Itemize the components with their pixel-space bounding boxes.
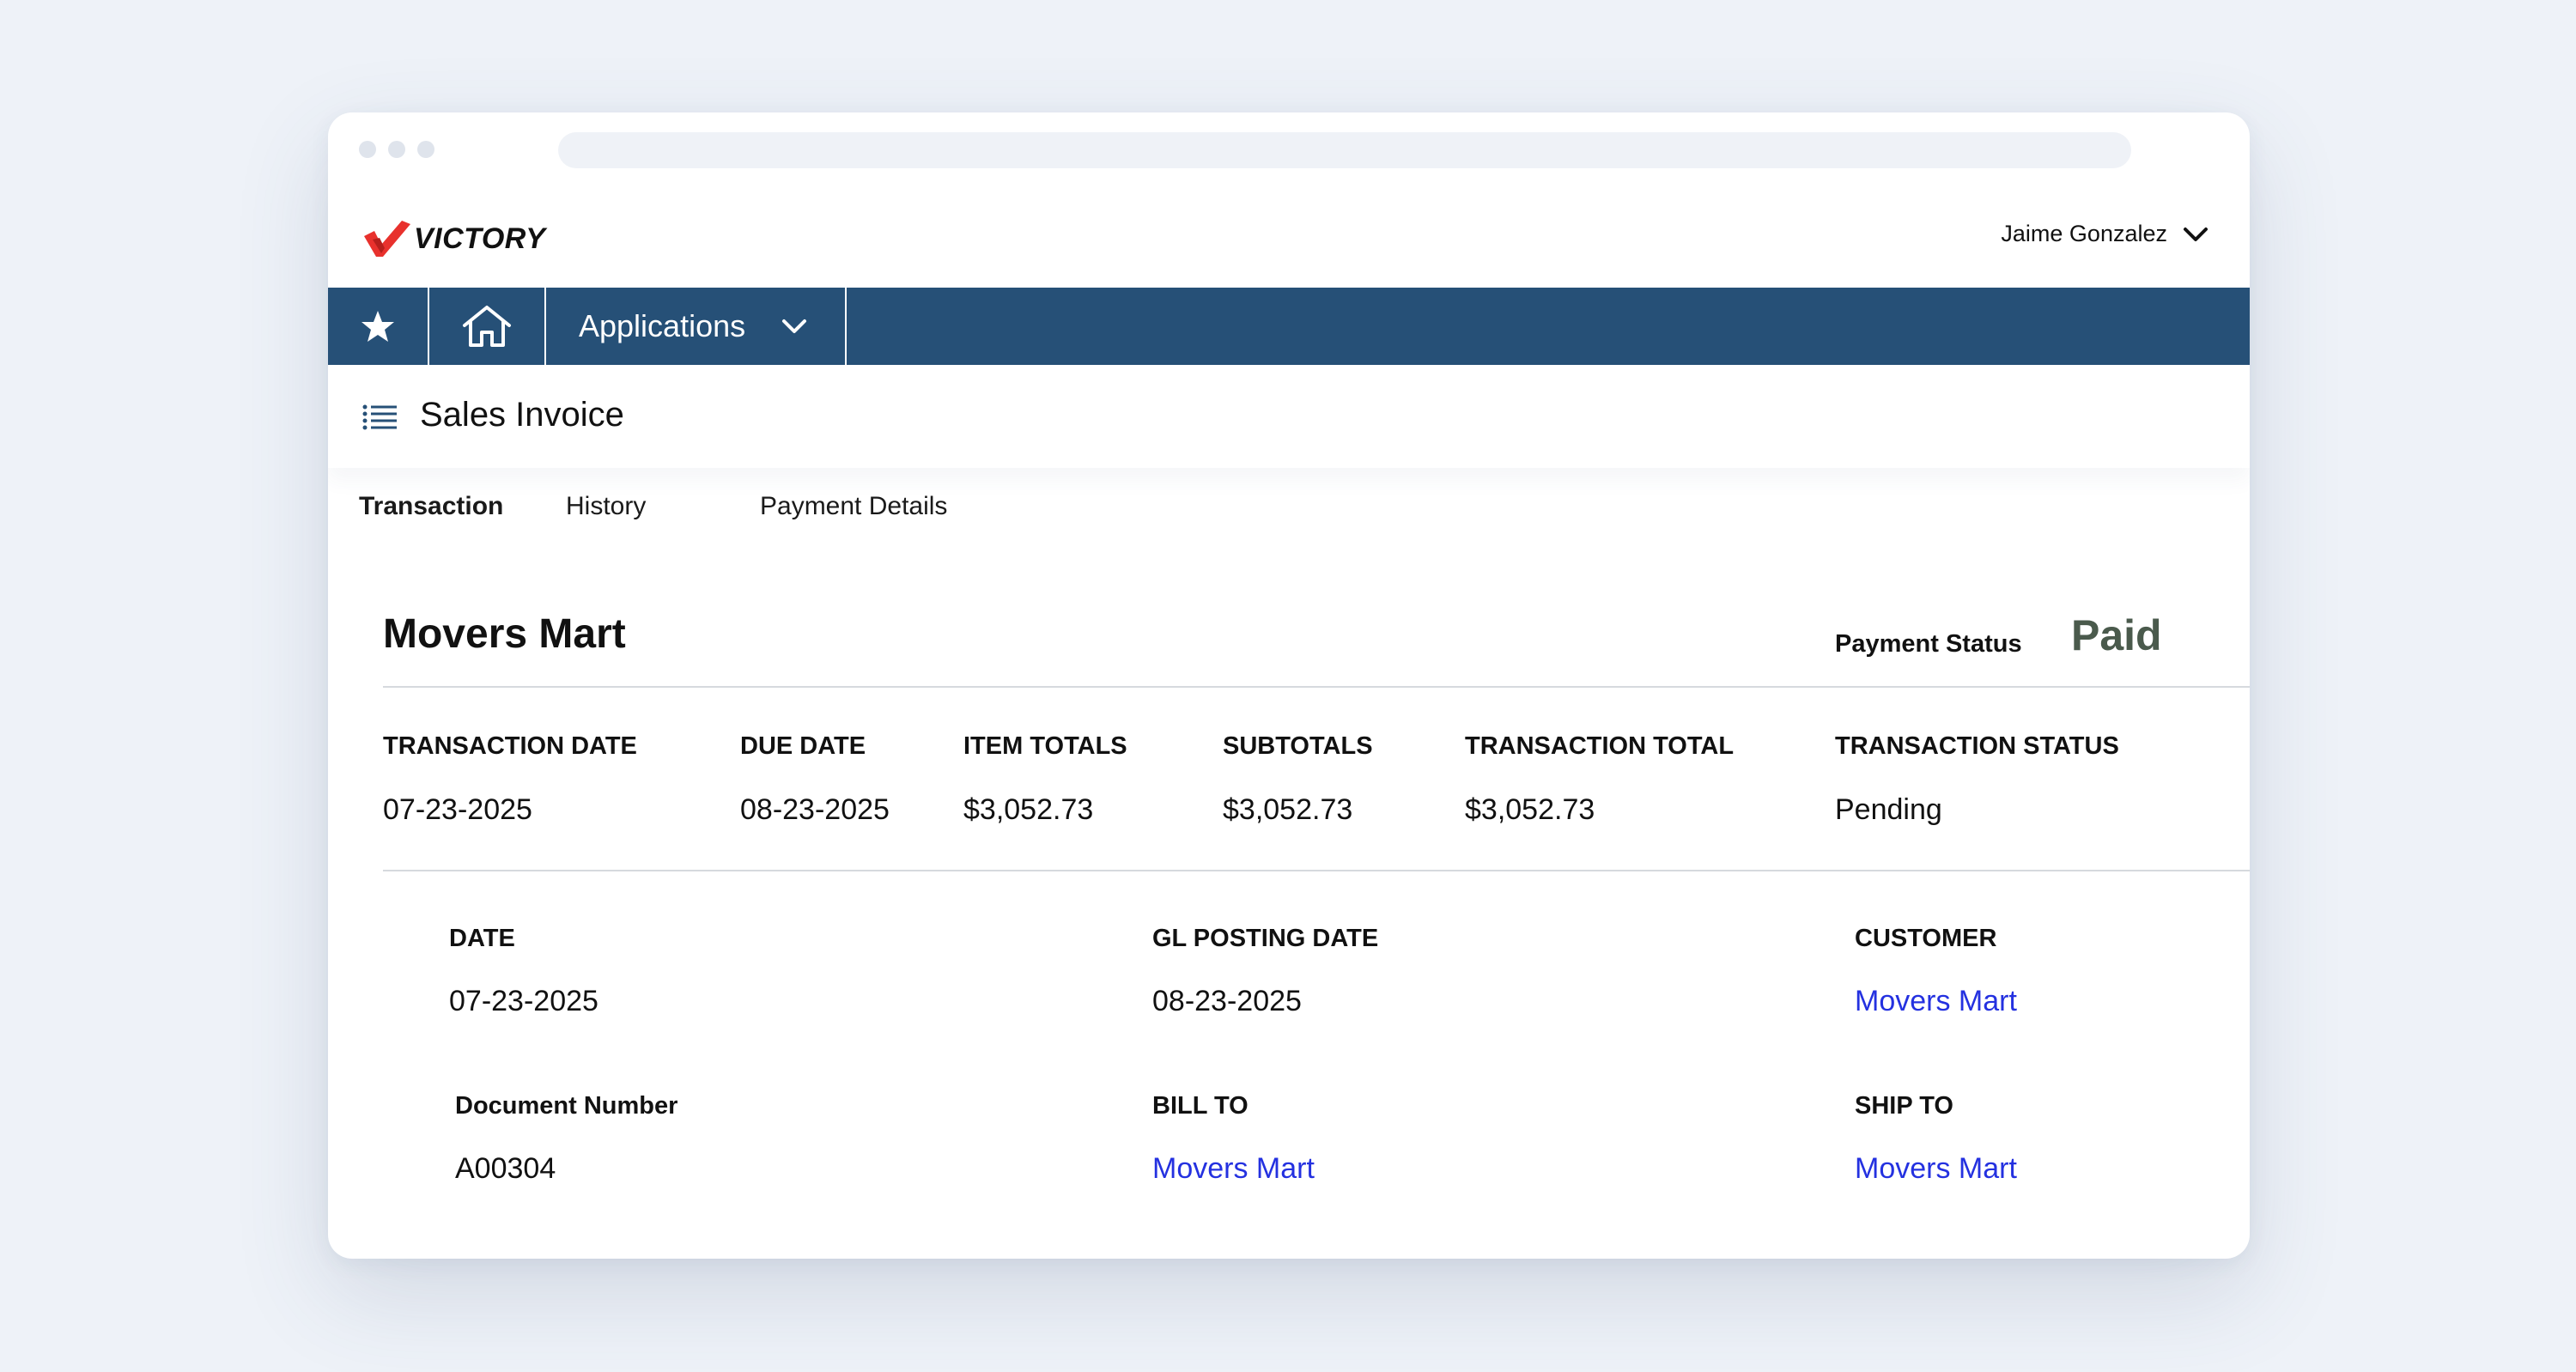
- divider: [383, 870, 2250, 871]
- ship-to-link[interactable]: Movers Mart: [1855, 1152, 2017, 1185]
- address-bar[interactable]: [558, 132, 2131, 168]
- user-menu[interactable]: Jaime Gonzalez: [2001, 221, 2208, 247]
- tab-transaction[interactable]: Transaction: [359, 492, 504, 520]
- home-button[interactable]: [429, 288, 546, 365]
- subtotals-label: SUBTOTALS: [1223, 732, 1373, 760]
- gl-posting-date-label: GL POSTING DATE: [1152, 925, 1379, 952]
- divider: [383, 686, 2250, 688]
- window-dot-minimize[interactable]: [388, 141, 405, 158]
- tab-history[interactable]: History: [566, 492, 647, 520]
- checkmark-logo-icon: [364, 221, 410, 257]
- gl-posting-date-value: 08-23-2025: [1152, 985, 1302, 1017]
- applications-label: Applications: [579, 308, 746, 343]
- transaction-status-value: Pending: [1835, 793, 1942, 826]
- customer-label: CUSTOMER: [1855, 925, 1997, 952]
- page-title: Sales Invoice: [420, 396, 624, 434]
- bill-to-link[interactable]: Movers Mart: [1152, 1152, 1315, 1185]
- chevron-down-icon: [782, 319, 807, 333]
- applications-menu[interactable]: Applications: [546, 288, 847, 365]
- date-value: 07-23-2025: [449, 985, 598, 1017]
- user-name: Jaime Gonzalez: [2001, 221, 2167, 246]
- transaction-date-label: TRANSACTION DATE: [383, 732, 637, 760]
- page-title-row: Sales Invoice: [328, 365, 2250, 468]
- victory-logo[interactable]: VICTORY: [362, 219, 545, 258]
- document-number-label: Document Number: [455, 1092, 678, 1120]
- browser-window: VICTORY Jaime Gonzalez: [328, 112, 2250, 1259]
- due-date-label: DUE DATE: [740, 732, 866, 760]
- app-header: VICTORY Jaime Gonzalez: [328, 186, 2250, 434]
- payment-status-label: Payment Status: [1835, 630, 2022, 658]
- chevron-down-icon: [2184, 227, 2208, 241]
- tab-payment-details[interactable]: Payment Details: [760, 492, 948, 520]
- invoice-content: Movers Mart Payment Status Paid TRANSACT…: [328, 112, 2250, 1259]
- brand-name: VICTORY: [414, 222, 546, 255]
- item-totals-label: ITEM TOTALS: [963, 732, 1127, 760]
- transaction-total-label: TRANSACTION TOTAL: [1465, 732, 1735, 760]
- item-totals-value: $3,052.73: [963, 793, 1094, 826]
- tab-bar: Transaction History Payment Details: [328, 485, 2250, 537]
- browser-chrome: [328, 112, 2250, 186]
- brand-row: VICTORY Jaime Gonzalez: [328, 186, 2250, 288]
- date-label: DATE: [449, 925, 515, 952]
- transaction-status-label: TRANSACTION STATUS: [1835, 732, 2119, 760]
- bill-to-label: BILL TO: [1152, 1092, 1249, 1120]
- ship-to-label: SHIP TO: [1855, 1092, 1953, 1120]
- customer-link[interactable]: Movers Mart: [1855, 985, 2017, 1017]
- list-icon[interactable]: [362, 404, 398, 431]
- document-number-value: A00304: [455, 1152, 556, 1185]
- payment-status-value: Paid: [2071, 611, 2162, 659]
- star-icon: [361, 311, 394, 342]
- window-dot-maximize[interactable]: [417, 141, 434, 158]
- favorites-button[interactable]: [328, 288, 429, 365]
- due-date-value: 08-23-2025: [740, 793, 890, 826]
- transaction-date-value: 07-23-2025: [383, 793, 532, 826]
- main-navbar: Applications: [328, 288, 2250, 365]
- window-dot-close[interactable]: [359, 141, 376, 158]
- customer-heading: Movers Mart: [383, 611, 626, 657]
- subtotals-value: $3,052.73: [1223, 793, 1353, 826]
- home-icon: [463, 306, 511, 347]
- transaction-total-value: $3,052.73: [1465, 793, 1595, 826]
